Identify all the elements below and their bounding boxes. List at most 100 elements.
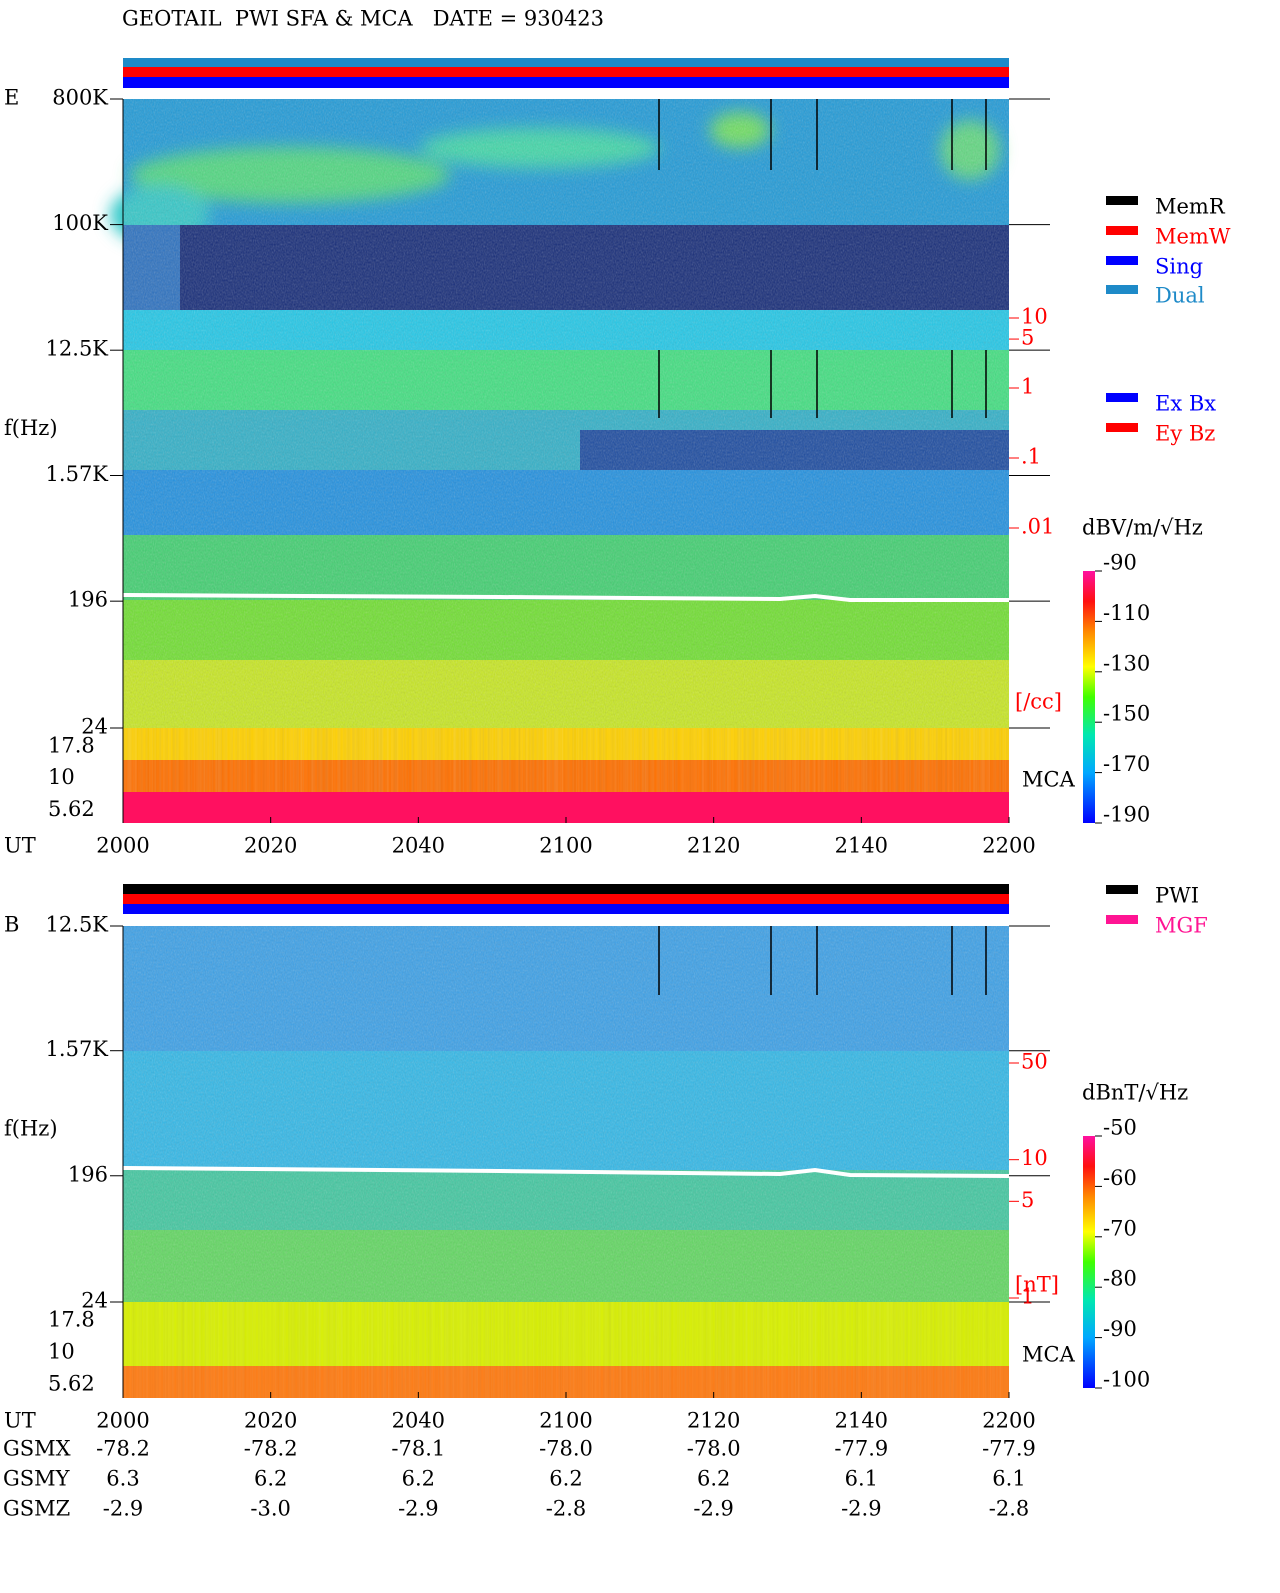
y-tick-label: 196 [68, 1162, 108, 1186]
y2-tick-label: 10 [1021, 1146, 1048, 1170]
legend-label: Dual [1155, 284, 1205, 308]
colorbar-tick-label: -90 [1103, 1317, 1137, 1341]
y-tick-label: 1.57K [46, 1037, 109, 1061]
x-tick-label: 2200 [982, 834, 1035, 858]
chart-title: GEOTAIL PWI SFA & MCA DATE = 930423 [122, 7, 604, 31]
y-tick-label: 196 [68, 588, 108, 612]
mca-label: MCA [1022, 768, 1076, 792]
ephemeris-value: -78.2 [244, 1437, 298, 1461]
legend-swatch [1106, 885, 1138, 894]
status-bar [123, 894, 1009, 904]
legend-swatch [1106, 423, 1138, 432]
legend-label: PWI [1155, 884, 1199, 908]
noise [123, 99, 1009, 728]
panel-label: B [4, 913, 19, 937]
y-tick-label: 24 [81, 1289, 108, 1313]
status-bar [123, 67, 1009, 77]
x-tick-label: 2200 [982, 1409, 1035, 1433]
ephemeris-value: -77.9 [982, 1437, 1036, 1461]
noise [123, 926, 1009, 1302]
colorbar-tick-label: -150 [1103, 702, 1150, 726]
y-tick-label: 24 [81, 715, 108, 739]
spikes [658, 926, 987, 995]
y-tick-label: 12.5K [46, 337, 109, 361]
y2-tick-label: 1 [1021, 1285, 1034, 1309]
colorbar [1083, 1136, 1095, 1388]
y2-tick-label: 1 [1021, 375, 1034, 399]
legend-swatch [1106, 226, 1138, 235]
colorbar-label: dBnT/√Hz [1082, 1081, 1188, 1105]
x-tick-label: 2100 [539, 834, 592, 858]
x-axis-label: UT [4, 1409, 36, 1433]
y-tick-label: 100K [52, 211, 108, 235]
y2-tick-label: 10 [1021, 305, 1048, 329]
ephemeris-value: -78.0 [539, 1437, 593, 1461]
ephemeris-label: GSMZ [3, 1497, 70, 1521]
colorbar-tick-label: -190 [1103, 803, 1150, 827]
plasma-line [122, 593, 1009, 602]
legend-swatch [1106, 915, 1138, 924]
ephemeris-value: -78.0 [687, 1437, 741, 1461]
ephemeris-value: -2.9 [693, 1497, 734, 1521]
ephemeris-value: -2.9 [103, 1497, 144, 1521]
noise [123, 1302, 1009, 1398]
x-tick-label: 2040 [392, 834, 445, 858]
y2-tick-label: 5 [1021, 1188, 1034, 1212]
y-tick-label: 12.5K [46, 913, 109, 937]
colorbar-tick-label: -80 [1103, 1267, 1137, 1291]
x-tick-label: 2120 [687, 1409, 740, 1433]
y2-tick-label: .01 [1021, 515, 1054, 539]
y2-tick-label: 5 [1021, 326, 1034, 350]
ephemeris-value: 6.1 [845, 1467, 878, 1491]
y2-tick-label: .1 [1021, 445, 1041, 469]
colorbar-tick-label: -130 [1103, 651, 1150, 675]
status-bar [123, 884, 1009, 894]
ephemeris-label: GSMX [3, 1437, 71, 1461]
status-bar [123, 904, 1009, 914]
x-tick-label: 2020 [244, 834, 297, 858]
colorbar-tick-label: -50 [1103, 1116, 1137, 1140]
y2-tick-label: 50 [1021, 1050, 1048, 1074]
colorbar-tick-label: -60 [1103, 1166, 1137, 1190]
y2-axis-label: [nT] [1015, 1273, 1059, 1297]
ephemeris-label: GSMY [3, 1467, 71, 1491]
mca-tick-label: 10 [48, 1340, 75, 1364]
y-tick-label: 800K [52, 86, 108, 110]
mca-tick-label: 5.62 [48, 797, 95, 821]
spectrogram-b [122, 926, 1010, 1398]
legend-label: MemR [1155, 195, 1226, 219]
colorbar-tick-label: -100 [1103, 1368, 1150, 1392]
ephemeris-value: 6.2 [254, 1467, 287, 1491]
colorbar-tick-label: -70 [1103, 1216, 1137, 1240]
ephemeris-value: 6.2 [402, 1467, 435, 1491]
colorbar-label: dBV/m/√Hz [1082, 516, 1203, 540]
ephemeris-value: 6.1 [992, 1467, 1025, 1491]
colorbar-tick-label: -110 [1103, 601, 1150, 625]
x-tick-label: 2020 [244, 1409, 297, 1433]
mca-label: MCA [1022, 1342, 1076, 1366]
spectrogram-e [110, 99, 1009, 823]
legend-label: Sing [1155, 255, 1203, 279]
ephemeris-value: 6.2 [697, 1467, 730, 1491]
legend-swatch [1106, 393, 1138, 402]
y-tick-label: 1.57K [46, 462, 109, 486]
colorbar-tick-label: -90 [1103, 551, 1137, 575]
x-tick-label: 2140 [835, 1409, 888, 1433]
x-tick-label: 2140 [835, 834, 888, 858]
status-bars [123, 58, 1009, 914]
mca-tick-label: 17.8 [48, 1308, 95, 1332]
plasma-line [122, 1166, 1010, 1178]
x-tick-label: 2120 [687, 834, 740, 858]
mca-tick-label: 17.8 [48, 734, 95, 758]
legend-label: Ex Bx [1155, 392, 1216, 416]
mca-tick-label: 10 [48, 765, 75, 789]
ephemeris-value: -2.9 [841, 1497, 882, 1521]
noise [123, 728, 1009, 792]
ephemeris-value: 6.3 [106, 1467, 139, 1491]
legend-label: MGF [1155, 914, 1208, 938]
spikes [658, 99, 987, 418]
legend-swatch [1106, 256, 1138, 265]
ephemeris-value: -2.8 [546, 1497, 587, 1521]
ephemeris-value: -3.0 [250, 1497, 291, 1521]
